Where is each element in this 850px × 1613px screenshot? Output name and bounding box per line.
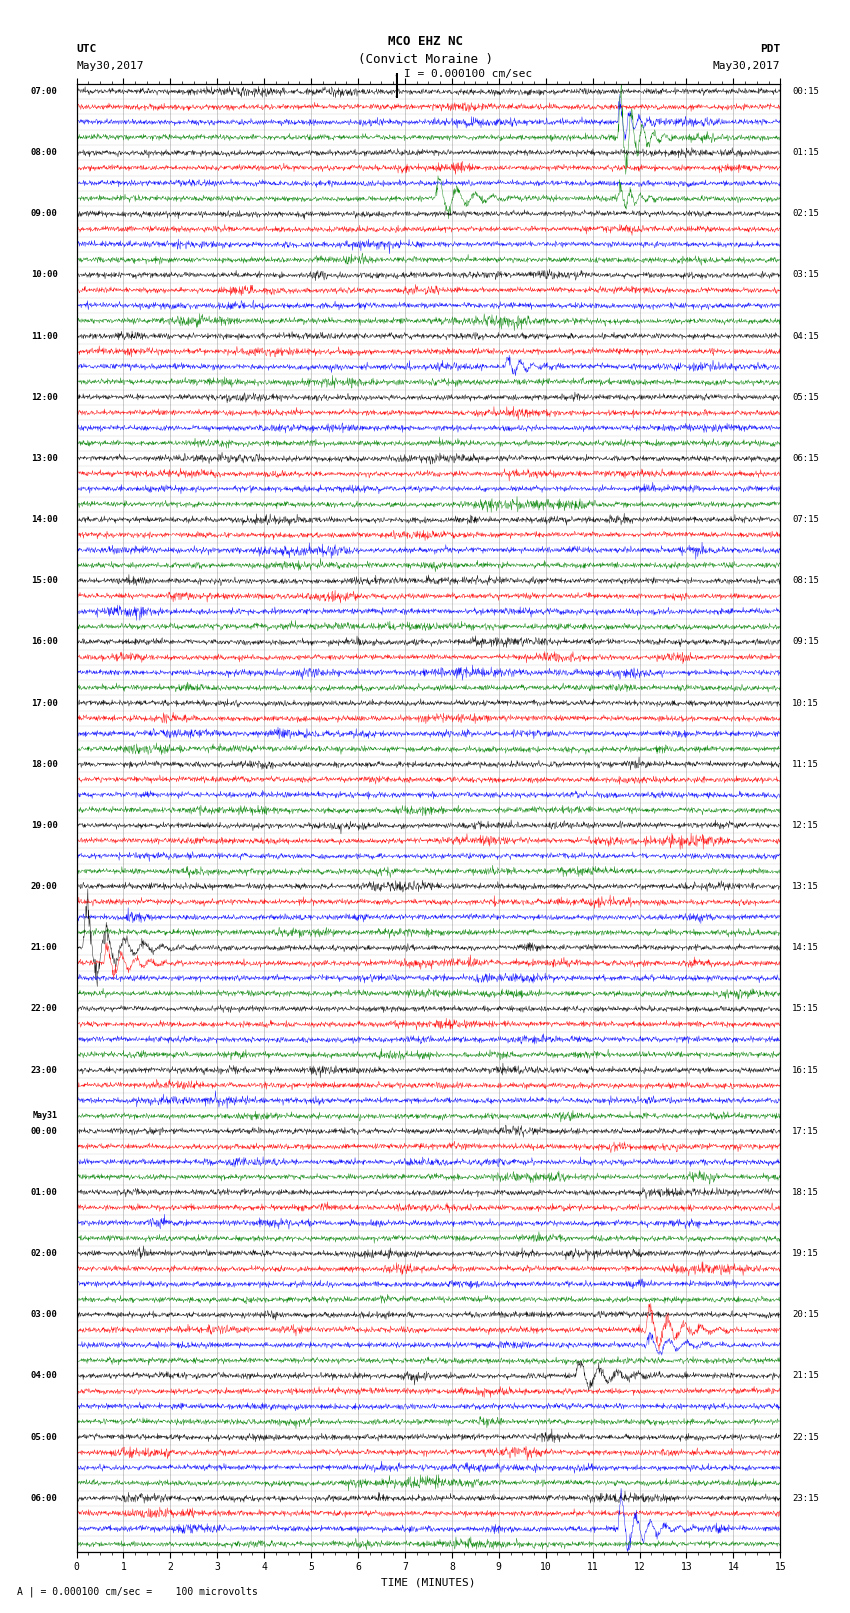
- Text: 06:00: 06:00: [31, 1494, 58, 1503]
- Text: 20:00: 20:00: [31, 882, 58, 890]
- Text: 19:15: 19:15: [792, 1248, 819, 1258]
- Text: 23:15: 23:15: [792, 1494, 819, 1503]
- Text: 14:15: 14:15: [792, 944, 819, 952]
- Text: 08:00: 08:00: [31, 148, 58, 156]
- Text: MCO EHZ NC: MCO EHZ NC: [388, 35, 462, 48]
- Text: 13:15: 13:15: [792, 882, 819, 890]
- Text: 14:00: 14:00: [31, 515, 58, 524]
- Text: 00:15: 00:15: [792, 87, 819, 97]
- Text: I = 0.000100 cm/sec: I = 0.000100 cm/sec: [404, 69, 532, 79]
- Text: 09:15: 09:15: [792, 637, 819, 647]
- X-axis label: TIME (MINUTES): TIME (MINUTES): [381, 1578, 476, 1587]
- Text: 15:00: 15:00: [31, 576, 58, 586]
- Text: May30,2017: May30,2017: [76, 61, 144, 71]
- Text: 00:00: 00:00: [31, 1127, 58, 1136]
- Text: 08:15: 08:15: [792, 576, 819, 586]
- Text: 18:15: 18:15: [792, 1187, 819, 1197]
- Text: UTC: UTC: [76, 44, 97, 53]
- Text: 07:15: 07:15: [792, 515, 819, 524]
- Text: 01:15: 01:15: [792, 148, 819, 156]
- Text: 13:00: 13:00: [31, 453, 58, 463]
- Text: 21:15: 21:15: [792, 1371, 819, 1381]
- Text: 11:00: 11:00: [31, 332, 58, 340]
- Text: 09:00: 09:00: [31, 210, 58, 218]
- Text: 21:00: 21:00: [31, 944, 58, 952]
- Text: 04:15: 04:15: [792, 332, 819, 340]
- Text: May31: May31: [33, 1111, 58, 1121]
- Text: May30,2017: May30,2017: [713, 61, 780, 71]
- Text: 11:15: 11:15: [792, 760, 819, 769]
- Text: 16:15: 16:15: [792, 1066, 819, 1074]
- Text: 05:00: 05:00: [31, 1432, 58, 1442]
- Text: 19:00: 19:00: [31, 821, 58, 831]
- Text: (Convict Moraine ): (Convict Moraine ): [358, 53, 492, 66]
- Text: 15:15: 15:15: [792, 1005, 819, 1013]
- Text: 20:15: 20:15: [792, 1310, 819, 1319]
- Text: 22:15: 22:15: [792, 1432, 819, 1442]
- Text: 10:15: 10:15: [792, 698, 819, 708]
- Text: 12:15: 12:15: [792, 821, 819, 831]
- Text: 03:15: 03:15: [792, 271, 819, 279]
- Text: 04:00: 04:00: [31, 1371, 58, 1381]
- Text: 01:00: 01:00: [31, 1187, 58, 1197]
- Text: 06:15: 06:15: [792, 453, 819, 463]
- Text: 17:00: 17:00: [31, 698, 58, 708]
- Text: 18:00: 18:00: [31, 760, 58, 769]
- Text: 16:00: 16:00: [31, 637, 58, 647]
- Text: 05:15: 05:15: [792, 394, 819, 402]
- Text: 22:00: 22:00: [31, 1005, 58, 1013]
- Text: A | = 0.000100 cm/sec =    100 microvolts: A | = 0.000100 cm/sec = 100 microvolts: [17, 1586, 258, 1597]
- Text: 23:00: 23:00: [31, 1066, 58, 1074]
- Text: 10:00: 10:00: [31, 271, 58, 279]
- Text: 02:15: 02:15: [792, 210, 819, 218]
- Text: 07:00: 07:00: [31, 87, 58, 97]
- Text: 17:15: 17:15: [792, 1127, 819, 1136]
- Text: 03:00: 03:00: [31, 1310, 58, 1319]
- Text: 12:00: 12:00: [31, 394, 58, 402]
- Text: 02:00: 02:00: [31, 1248, 58, 1258]
- Text: PDT: PDT: [760, 44, 780, 53]
